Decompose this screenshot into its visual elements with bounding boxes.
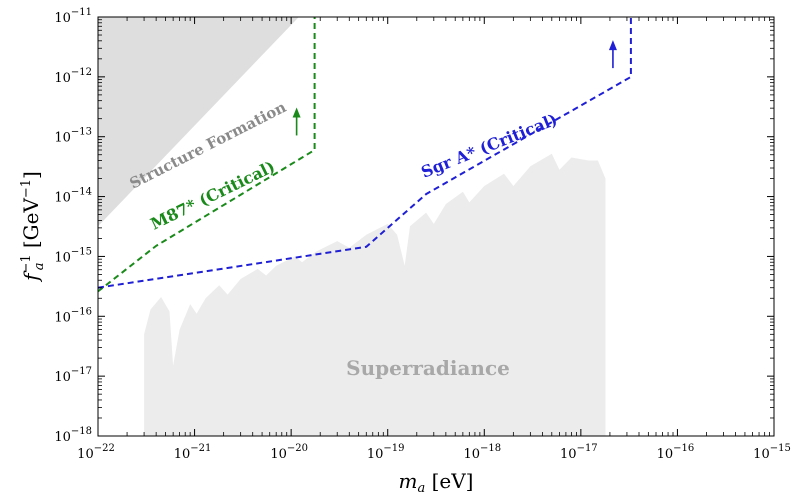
tick-labels-layer: 10−22 10−21 10−20 10−19 10−18 10−17 10−16 10−15… xyxy=(54,7,790,462)
superradiance-region xyxy=(144,153,606,436)
x-tick-label: 10−17 xyxy=(560,443,598,462)
x-tick-label: 10−22 xyxy=(77,443,115,462)
y-axis-title: f−1a [GeV−1] xyxy=(19,171,47,283)
regions-layer xyxy=(98,17,606,436)
x-tick-label: 10−19 xyxy=(367,443,405,462)
m87-arrow-head xyxy=(292,107,301,118)
series-layer xyxy=(97,17,632,293)
x-tick-label: 10−18 xyxy=(463,443,501,462)
x-tick-label: 10−16 xyxy=(657,443,695,462)
sgra-arrow-head xyxy=(608,40,617,51)
y-tick-label: 10−16 xyxy=(54,306,92,325)
x-tick-label: 10−20 xyxy=(270,443,308,462)
arrows-layer xyxy=(292,40,617,136)
sgra-critical-line xyxy=(97,17,632,289)
y-tick-label: 10−17 xyxy=(54,366,92,385)
plot-frame xyxy=(97,16,775,437)
y-tick-label: 10−13 xyxy=(54,127,92,146)
y-tick-label: 10−18 xyxy=(54,426,92,445)
y-tick-label: 10−12 xyxy=(54,67,92,86)
ticks-layer xyxy=(97,16,775,437)
x-tick-label: 10−15 xyxy=(753,443,791,462)
y-tick-label: 10−14 xyxy=(54,187,92,206)
structure-formation-region xyxy=(98,17,299,227)
x-tick-label: 10−21 xyxy=(174,443,212,462)
svg-text:f−1a [GeV−1]: f−1a [GeV−1] xyxy=(19,171,47,283)
y-tick-label: 10−11 xyxy=(54,7,92,26)
m87-critical-line xyxy=(97,17,316,293)
y-tick-label: 10−15 xyxy=(54,246,92,265)
superradiance-label: Superradiance xyxy=(346,356,510,380)
svg-text:ma [eV]: ma [eV] xyxy=(399,469,474,496)
x-axis-title: ma [eV] xyxy=(399,469,474,496)
